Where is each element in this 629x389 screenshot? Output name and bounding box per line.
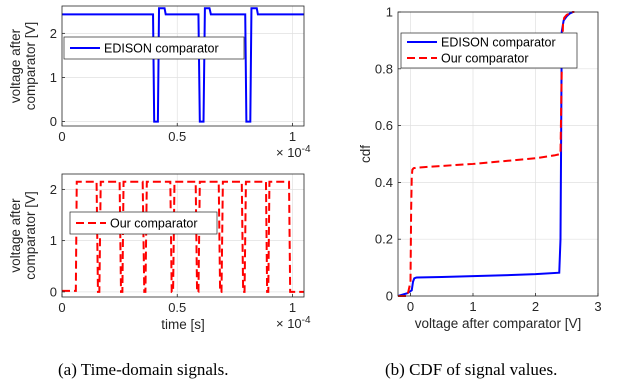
series-line-cdf-1 (398, 11, 575, 297)
chart-cdf: 0 1 2 3 0 0.2 0.4 0.6 0.8 1 voltage after comparat… (358, 5, 602, 332)
x-tick-label-time-bottom-0: 0 (58, 300, 65, 315)
y-axis-label-cdf: cdf (358, 145, 373, 163)
legend-box-time-top (63, 36, 245, 60)
x-tick-label-time-top-0: 0 (58, 129, 65, 144)
legend-box-cdf (400, 32, 578, 69)
y-tick-label-cdf-5: 1 (386, 5, 393, 20)
chart-time-top: 0 0.5 1 0 1 2 × 10-4 voltage aftercomparator [V… (8, 5, 311, 160)
x-tick-label-cdf-0: 0 (407, 299, 414, 314)
legend-label-time-top-0: EDISON comparator (104, 42, 219, 56)
series-line-time-top-0 (62, 7, 304, 123)
y-tick-label-cdf-2: 0.4 (375, 175, 393, 190)
x-tick-label-time-bottom-1: 0.5 (168, 300, 186, 315)
legend-time-top: EDISON comparator (63, 36, 245, 60)
legend-box-time-bottom (69, 211, 218, 235)
y-tick-label-cdf-4: 0.8 (375, 61, 393, 76)
series-line-time-bottom-0 (62, 180, 304, 293)
y-tick-label-time-top-1: 1 (50, 70, 57, 85)
y-tick-label-cdf-1: 0.2 (375, 232, 393, 247)
caption-a: (a) Time-domain signals. (58, 360, 229, 379)
axes-box-time-top (61, 5, 305, 127)
y-tick-label-cdf-3: 0.6 (375, 118, 393, 133)
y-tick-label-time-bottom-1: 1 (50, 233, 57, 248)
x-axis-label-cdf: voltage after comparator [V] (415, 316, 582, 331)
y-tick-label-cdf-0: 0 (386, 289, 393, 304)
x-tick-label-cdf-3: 3 (594, 299, 601, 314)
x-tick-label-time-top-2: 1 (289, 129, 296, 144)
axes-box-time-bottom (61, 173, 305, 298)
y-tick-label-time-bottom-0: 0 (50, 284, 57, 299)
chart-time-bottom: 0 0.5 1 0 1 2 × 10-4 time [s] voltage aftercompa… (8, 173, 311, 332)
axes-box-cdf (397, 11, 599, 297)
legend-label-time-bottom-0: Our comparator (110, 217, 198, 231)
x-tick-label-cdf-1: 1 (469, 299, 476, 314)
caption-b: (b) CDF of signal values. (385, 360, 558, 379)
y-tick-label-time-top-2: 2 (50, 26, 57, 41)
x-axis-label-time-bottom: time [s] (161, 317, 205, 332)
x-exponent-label-time-bottom: × 10-4 (276, 315, 311, 331)
legend-cdf: EDISON comparator Our comparator (400, 32, 578, 69)
x-tick-label-time-top-1: 0.5 (168, 129, 186, 144)
series-line-cdf-0 (397, 11, 575, 297)
y-axis-label-time-top: voltage aftercomparator [V] (8, 22, 38, 111)
y-axis-label-time-bottom: voltage aftercomparator [V] (8, 191, 38, 280)
x-tick-label-cdf-2: 2 (532, 299, 539, 314)
legend-label-cdf-0: EDISON comparator (441, 36, 556, 50)
y-tick-label-time-bottom-2: 2 (50, 182, 57, 197)
legend-label-cdf-1: Our comparator (441, 52, 529, 66)
y-tick-label-time-top-0: 0 (50, 114, 57, 129)
x-exponent-label-time-top: × 10-4 (276, 144, 311, 160)
x-tick-label-time-bottom-2: 1 (289, 300, 296, 315)
legend-time-bottom: Our comparator (69, 211, 218, 235)
